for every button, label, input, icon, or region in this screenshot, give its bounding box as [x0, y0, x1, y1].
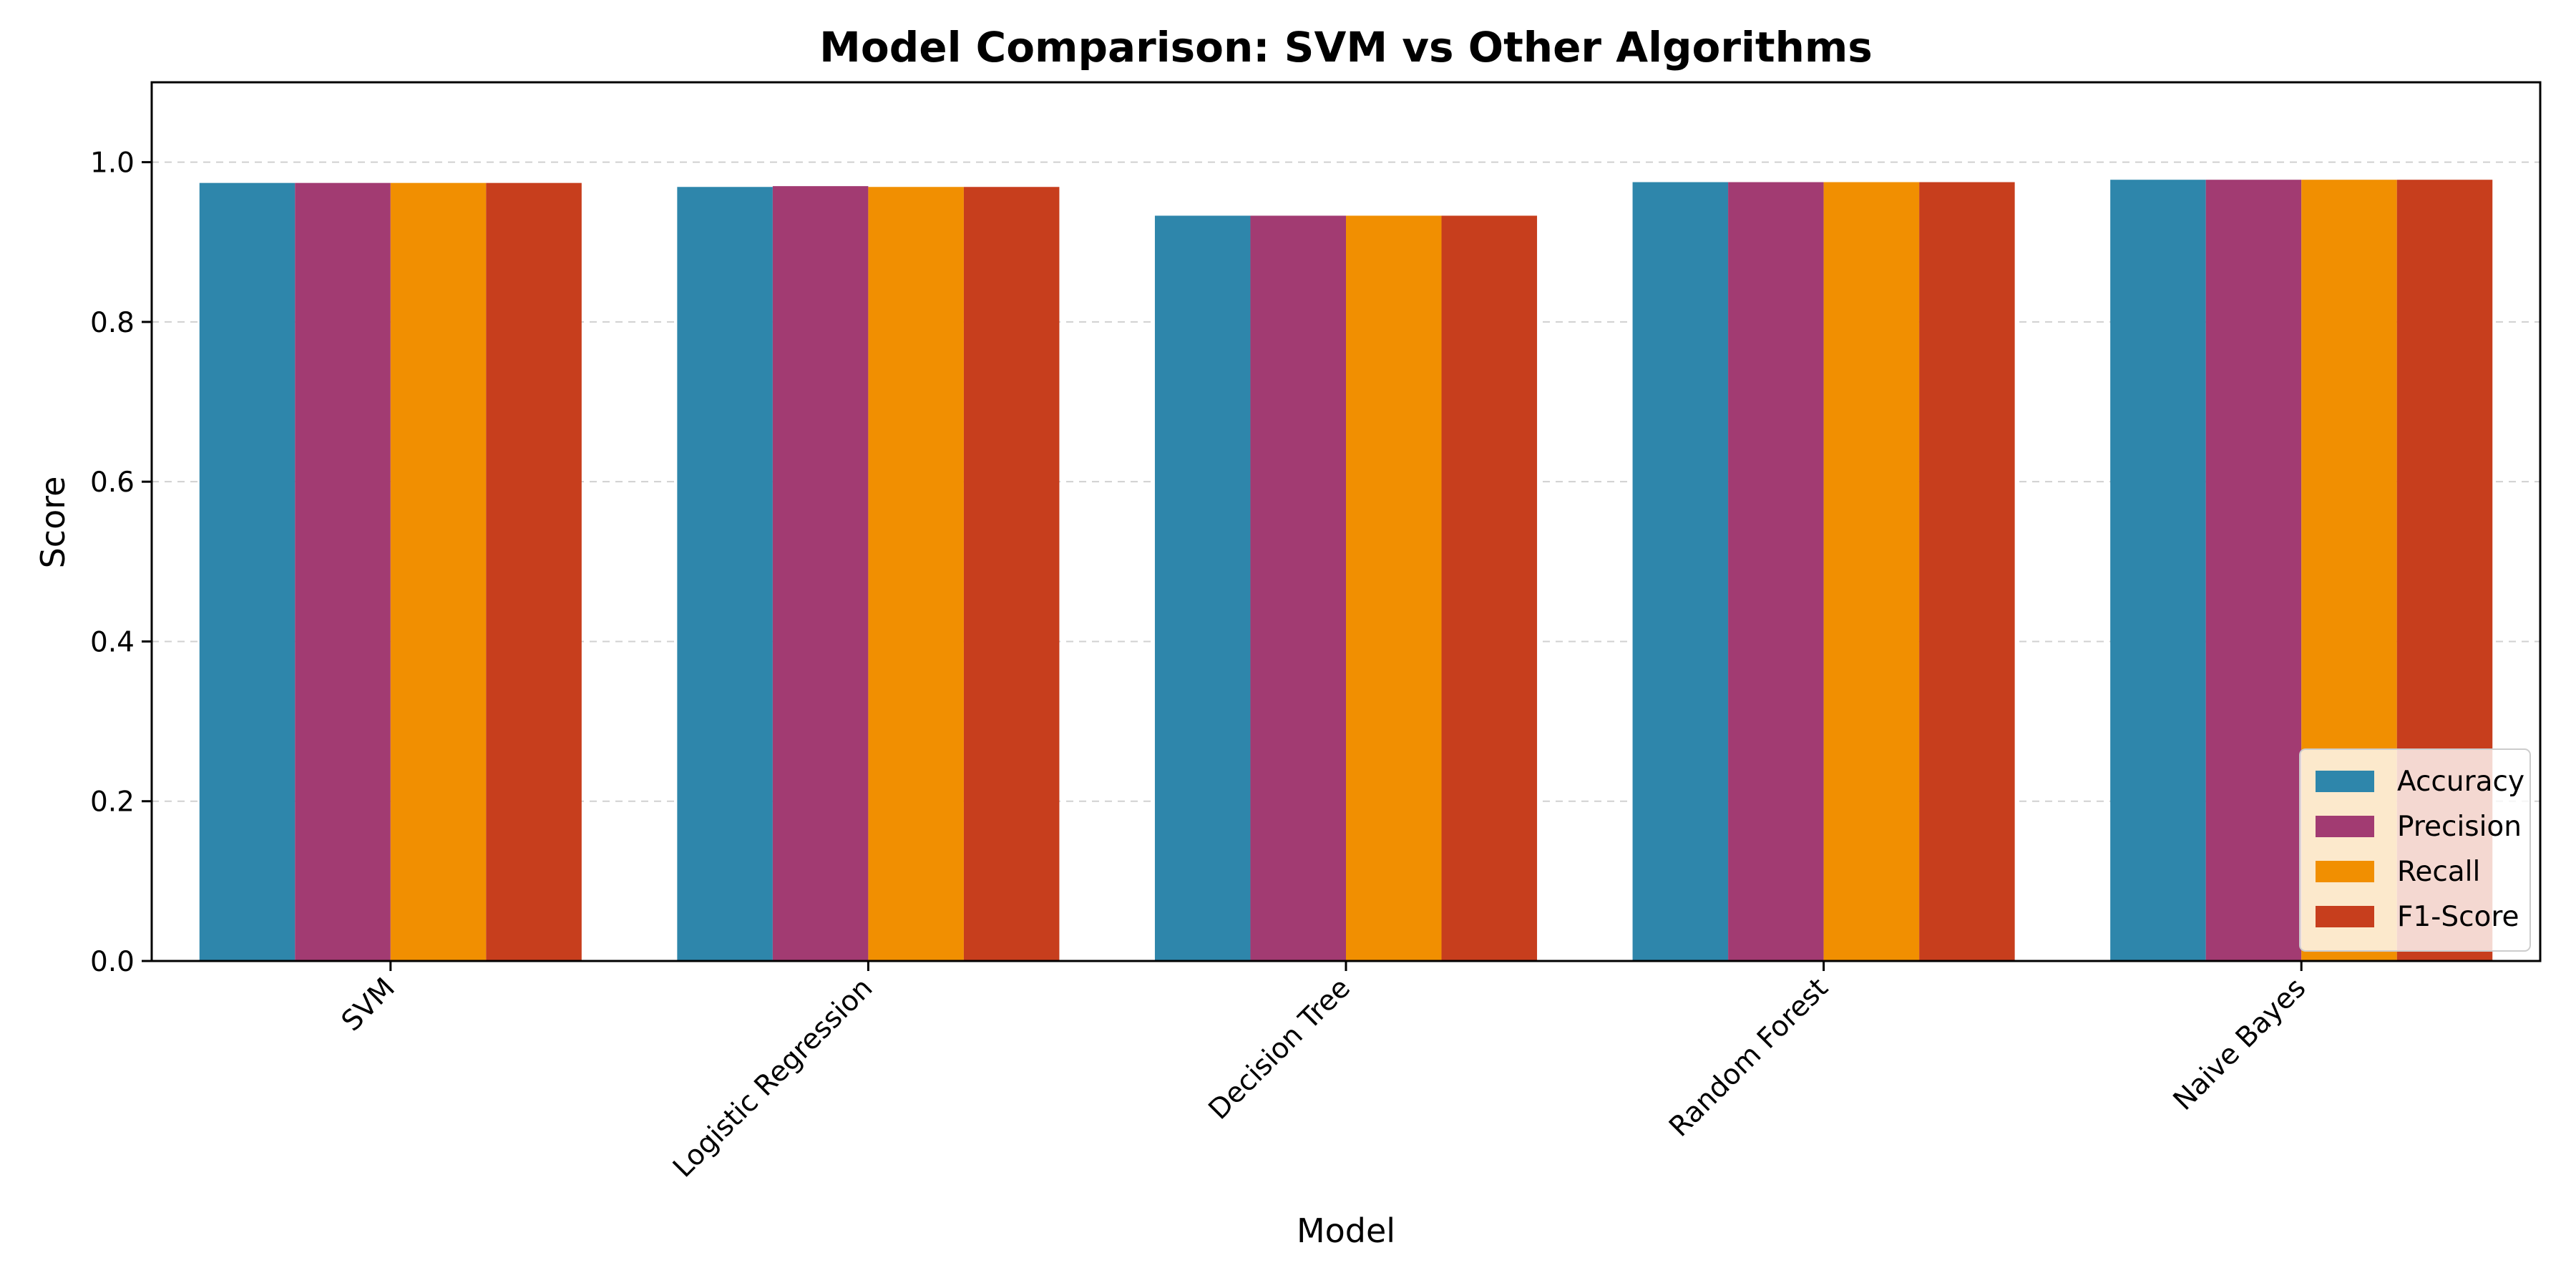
chart-title: Model Comparison: SVM vs Other Algorithm… — [819, 23, 1873, 72]
legend-swatch — [2316, 906, 2374, 927]
bar-precision-decision-tree — [1250, 215, 1346, 961]
bar-f1-score-svm — [486, 182, 582, 961]
legend-swatch — [2316, 771, 2374, 792]
y-axis-label: Score — [34, 477, 72, 569]
bar-layer — [199, 180, 2493, 962]
y-tick-label: 0.2 — [90, 786, 135, 819]
bar-accuracy-decision-tree — [1154, 215, 1251, 961]
bar-recall-logistic-regression — [868, 187, 964, 961]
legend-swatch — [2316, 861, 2374, 882]
x-tick-label: SVM — [336, 972, 401, 1038]
bar-precision-svm — [295, 182, 391, 961]
x-tick-label: Logistic Regression — [667, 972, 879, 1184]
bar-recall-random-forest — [1823, 182, 1920, 962]
bar-f1-score-logistic-regression — [963, 187, 1060, 961]
bar-accuracy-svm — [199, 182, 296, 961]
bar-precision-random-forest — [1728, 182, 1824, 962]
y-tick-label: 0.0 — [90, 946, 135, 978]
legend-label: Precision — [2397, 811, 2522, 843]
legend-swatch — [2316, 816, 2374, 837]
x-tick-label: Naive Bayes — [2167, 972, 2313, 1117]
legend-label: Recall — [2397, 856, 2480, 888]
bar-accuracy-random-forest — [1632, 182, 1729, 962]
bar-f1-score-decision-tree — [1441, 215, 1538, 961]
x-tick-label: Random Forest — [1663, 972, 1834, 1143]
legend-label: F1-Score — [2397, 901, 2519, 933]
bar-precision-naive-bayes — [2205, 180, 2302, 961]
legend-label: Accuracy — [2397, 766, 2524, 798]
legend-box — [2299, 748, 2531, 952]
y-axis: 0.0 0.2 0.4 0.6 0.8 1.0 — [90, 147, 152, 978]
y-tick-label: 0.6 — [90, 467, 135, 499]
bar-accuracy-naive-bayes — [2110, 180, 2206, 961]
y-tick-label: 0.8 — [90, 307, 135, 339]
legend: Accuracy Precision Recall F1-Score — [2299, 748, 2531, 952]
y-tick-label: 1.0 — [90, 147, 135, 180]
bar-recall-svm — [390, 182, 487, 961]
bar-accuracy-logistic-regression — [677, 187, 773, 961]
x-axis-label: Model — [1297, 1211, 1395, 1250]
bar-recall-decision-tree — [1346, 215, 1442, 961]
x-axis: SVM Logistic Regression Decision Tree Rando… — [336, 961, 2312, 1184]
x-tick-label: Decision Tree — [1203, 972, 1357, 1126]
y-tick-label: 0.4 — [90, 626, 135, 658]
bar-f1-score-random-forest — [1919, 182, 2015, 962]
bar-precision-logistic-regression — [772, 186, 869, 962]
